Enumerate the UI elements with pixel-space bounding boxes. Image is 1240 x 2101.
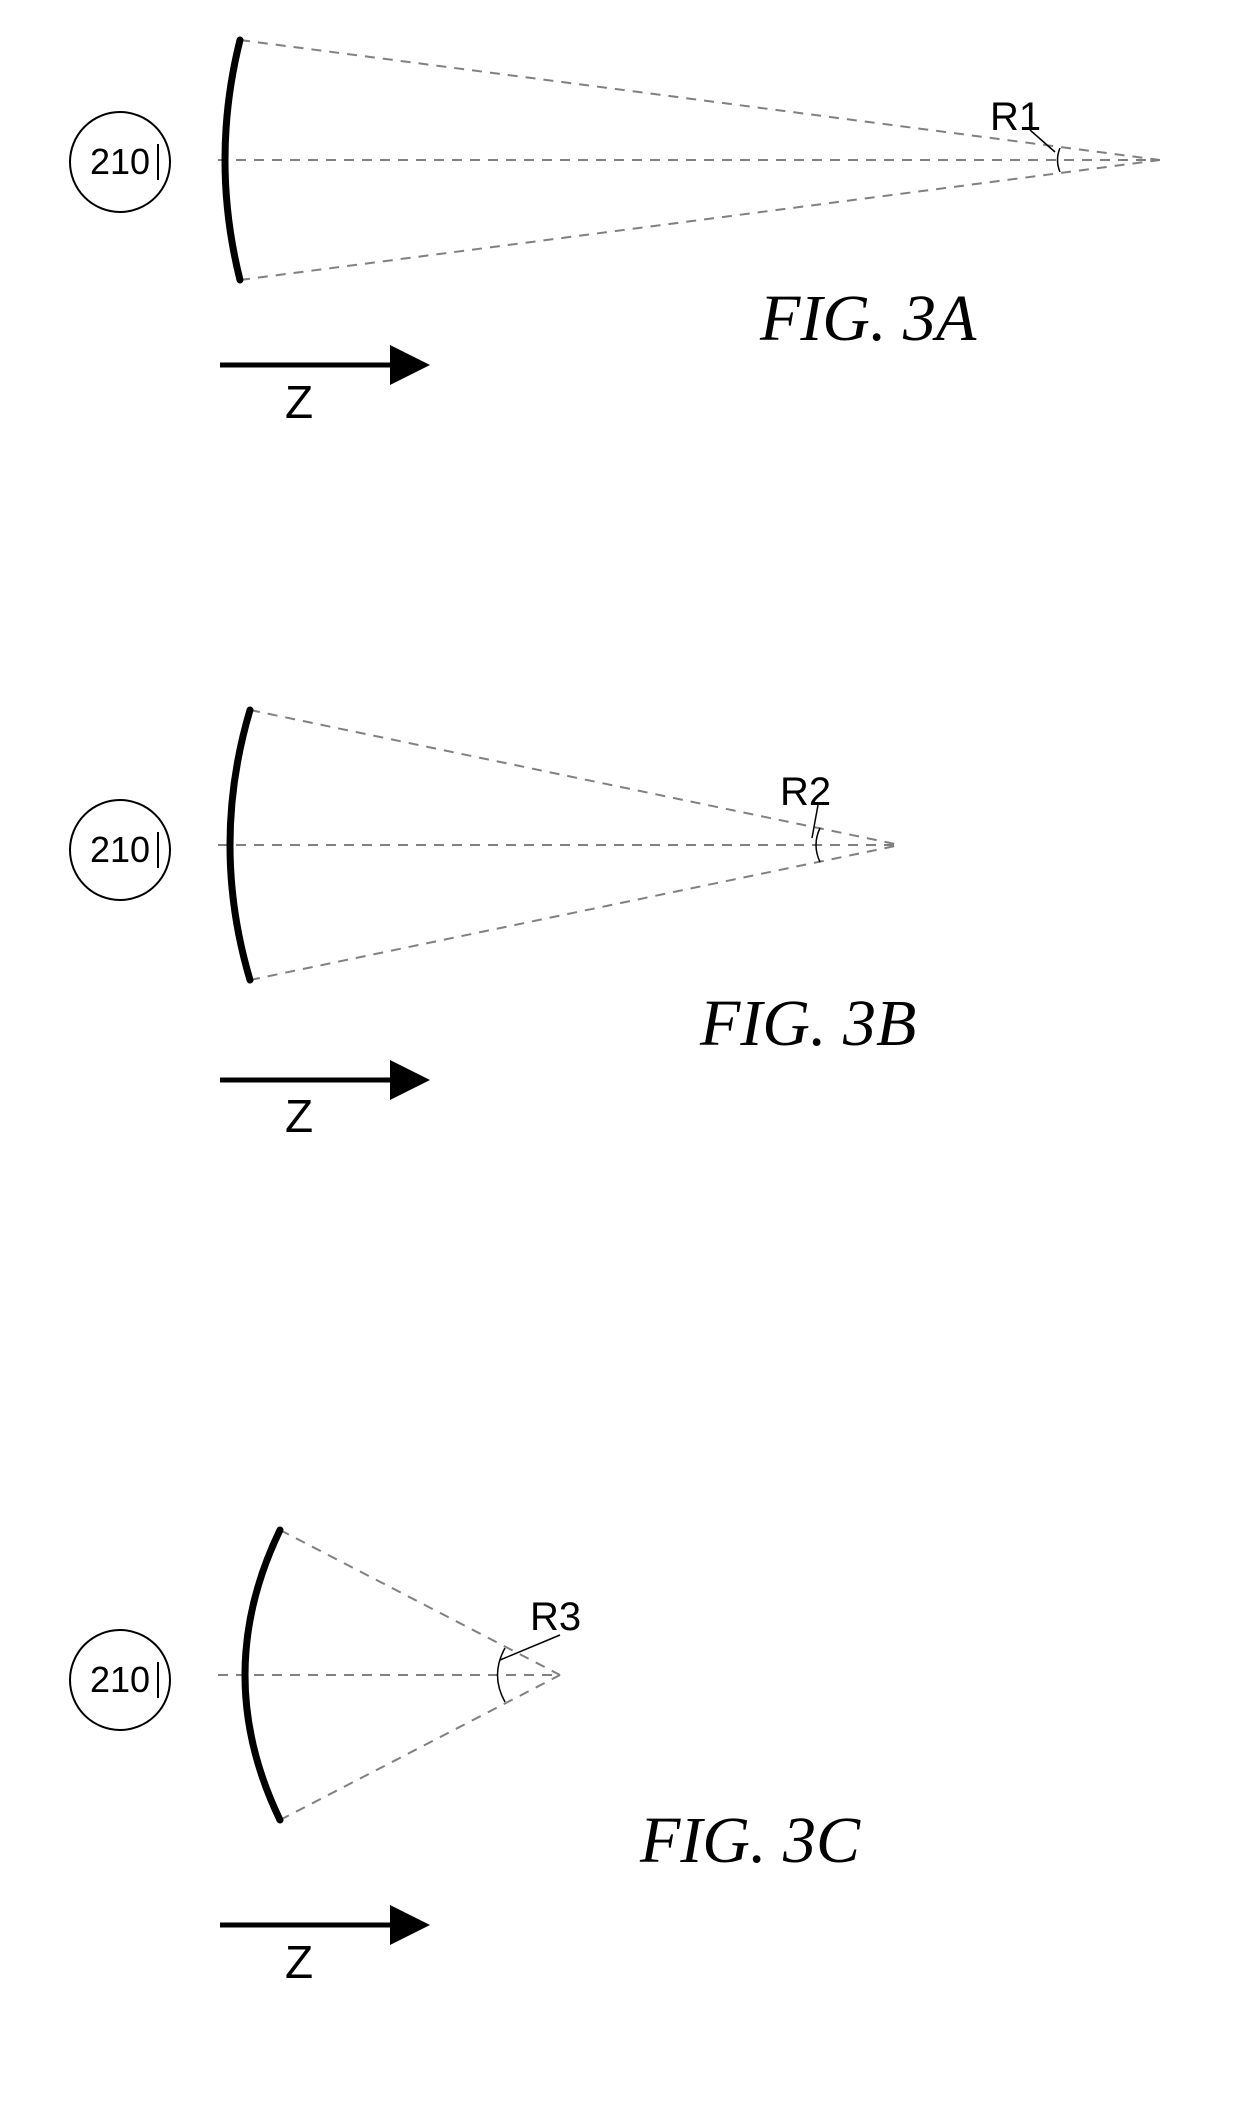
angle-arc	[498, 1648, 506, 1702]
figure-title: FIG. 3A	[759, 282, 977, 355]
z-axis-label: Z	[285, 1936, 313, 1988]
callout-number: 210	[90, 141, 150, 182]
figure-title: FIG. 3C	[639, 1804, 861, 1877]
z-axis-label: Z	[285, 376, 313, 428]
callout-number: 210	[90, 1659, 150, 1700]
figure-title: FIG. 3B	[699, 987, 916, 1060]
callout-number: 210	[90, 829, 150, 870]
ray-bottom	[240, 160, 1160, 280]
figure-A: R1 210 Z FIG. 3A	[70, 40, 1160, 428]
figure-C: R3 210 Z FIG. 3C	[70, 1530, 861, 1988]
figure-B: R2 210 Z FIG. 3B	[70, 710, 916, 1142]
radius-label: R2	[780, 770, 831, 814]
angle-arc	[1058, 148, 1061, 172]
z-axis-label: Z	[285, 1090, 313, 1142]
diagram-canvas: R1 210 Z FIG. 3A R2 210 Z FIG. 3B R3 210 Z FIG. 3C	[0, 0, 1240, 2101]
ray-bottom	[250, 845, 900, 980]
ray-bottom	[280, 1675, 560, 1820]
radius-label: R1	[990, 95, 1041, 139]
radius-label: R3	[530, 1595, 581, 1639]
